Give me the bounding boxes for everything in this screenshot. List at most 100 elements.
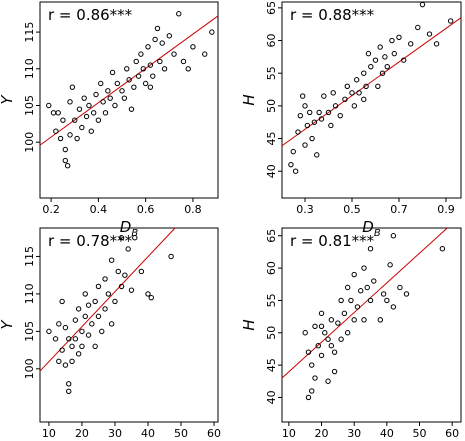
point xyxy=(311,119,318,125)
point xyxy=(408,41,414,47)
y-axis-label: Y xyxy=(0,319,16,330)
annotation: r = 0.81*** xyxy=(290,232,375,250)
point xyxy=(419,1,426,8)
point xyxy=(145,44,151,50)
point xyxy=(88,128,94,134)
point xyxy=(356,90,362,96)
point xyxy=(338,336,344,342)
point xyxy=(325,336,331,342)
y-tick-label: 105 xyxy=(23,321,36,342)
y-tick-label: 115 xyxy=(23,246,36,267)
point xyxy=(126,77,132,83)
point xyxy=(400,57,407,63)
point xyxy=(82,291,88,297)
point xyxy=(331,349,338,355)
point xyxy=(365,50,372,57)
point xyxy=(295,129,301,135)
point xyxy=(328,317,335,323)
point xyxy=(305,349,312,355)
point xyxy=(85,302,92,308)
point xyxy=(72,336,79,342)
point xyxy=(299,93,306,99)
point xyxy=(161,66,168,72)
point xyxy=(95,283,102,290)
point xyxy=(79,124,85,131)
point xyxy=(66,336,72,342)
point xyxy=(82,313,88,320)
point xyxy=(57,135,64,142)
point xyxy=(328,122,334,129)
point xyxy=(371,278,377,284)
point xyxy=(331,368,338,375)
x-tick-label: 60 xyxy=(207,427,221,437)
point xyxy=(318,116,325,122)
x-axis-label-sub: B xyxy=(374,228,381,239)
annotation: r = 0.88*** xyxy=(290,6,375,24)
point xyxy=(202,51,208,57)
point xyxy=(138,268,145,275)
point xyxy=(322,330,328,336)
point xyxy=(79,343,85,350)
point xyxy=(86,102,92,109)
x-tick-label: 50 xyxy=(413,427,427,437)
point xyxy=(102,110,109,116)
point xyxy=(330,90,336,96)
point xyxy=(128,287,135,293)
x-axis-label: DB xyxy=(362,218,381,239)
point xyxy=(79,328,85,335)
point xyxy=(105,88,111,94)
point xyxy=(367,245,374,252)
point xyxy=(302,103,308,109)
point xyxy=(387,262,393,268)
point xyxy=(122,272,128,278)
point xyxy=(379,70,386,76)
point xyxy=(76,106,83,112)
point xyxy=(112,102,118,109)
point xyxy=(292,168,299,174)
point xyxy=(341,310,348,317)
point xyxy=(377,317,384,323)
point xyxy=(354,304,361,310)
point xyxy=(60,117,66,123)
point xyxy=(131,84,137,90)
point xyxy=(332,103,339,109)
point xyxy=(367,297,374,304)
y-tick-label: 115 xyxy=(23,22,36,43)
point xyxy=(115,268,121,275)
point xyxy=(166,33,173,39)
point xyxy=(318,323,325,329)
point xyxy=(368,63,374,70)
point xyxy=(288,161,294,168)
y-tick-label: 100 xyxy=(23,132,36,153)
point xyxy=(390,233,397,239)
point xyxy=(307,109,313,116)
point xyxy=(107,95,113,101)
point xyxy=(312,323,318,329)
x-axis-label-sub: B xyxy=(131,228,138,239)
y-tick-label: 105 xyxy=(23,95,36,116)
point xyxy=(309,135,315,142)
point xyxy=(92,298,98,305)
point xyxy=(314,152,320,158)
point xyxy=(114,80,120,87)
y-tick-label: 110 xyxy=(23,58,36,79)
point xyxy=(128,106,135,112)
point xyxy=(304,122,311,129)
point xyxy=(159,40,165,46)
plot-frame xyxy=(281,227,462,423)
point xyxy=(447,18,454,24)
y-tick-label: 100 xyxy=(23,358,36,379)
point xyxy=(102,306,108,312)
point xyxy=(397,284,403,291)
y-axis-label: H xyxy=(240,319,258,330)
point xyxy=(92,343,98,350)
point xyxy=(290,148,296,155)
point xyxy=(145,291,151,297)
x-tick-label: 40 xyxy=(380,427,394,437)
x-tick-label: 40 xyxy=(141,427,155,437)
point xyxy=(361,265,367,271)
point xyxy=(325,109,332,116)
point xyxy=(81,95,87,101)
point xyxy=(318,310,325,317)
x-tick-label: 10 xyxy=(42,427,56,437)
